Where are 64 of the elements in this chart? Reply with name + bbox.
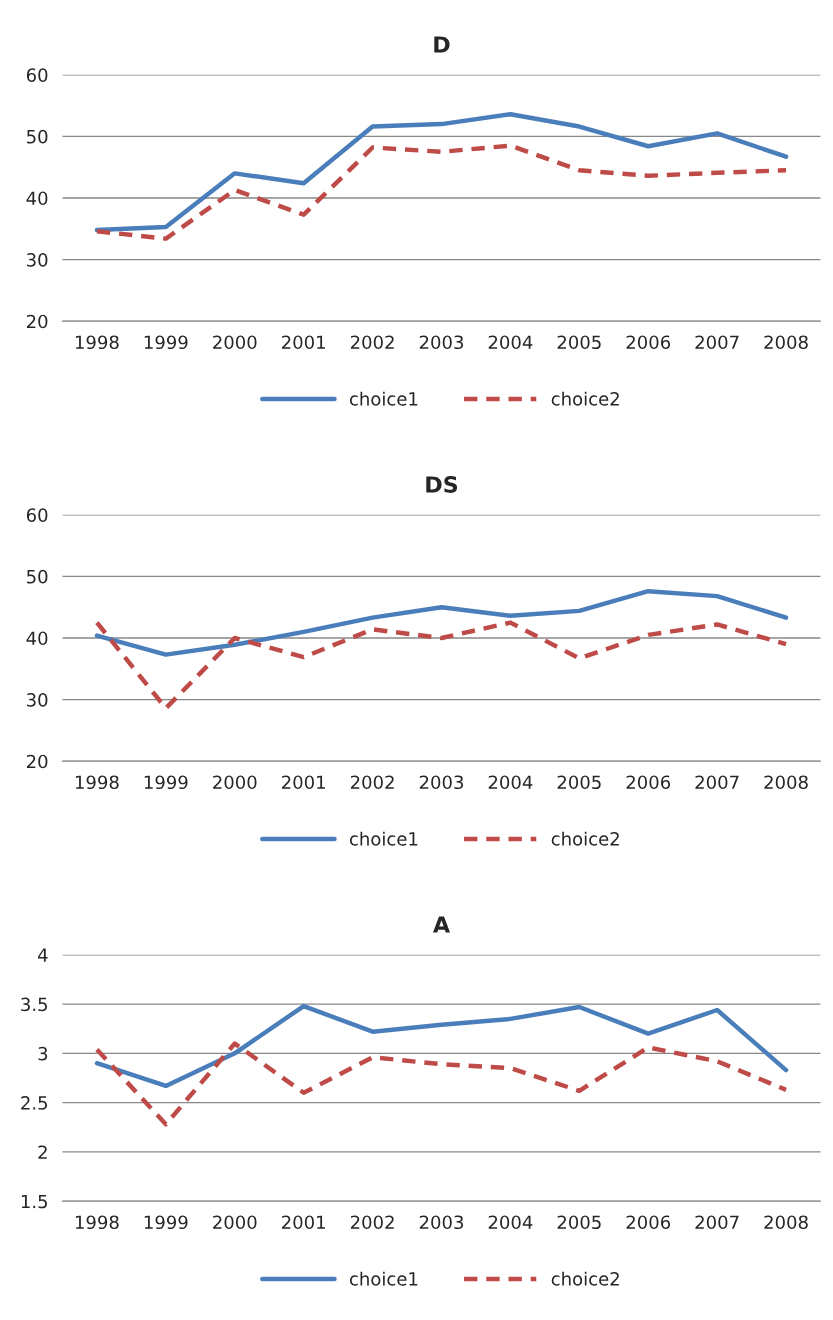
x-tick-label: 2007	[695, 1215, 739, 1230]
y-tick-label: 2.5	[21, 1096, 48, 1110]
y-tick-label: 3.5	[21, 997, 48, 1012]
x-tick-label: 2006	[626, 335, 671, 350]
x-tick-label: 2001	[282, 1215, 325, 1230]
x-tick-label: 2003	[419, 775, 464, 790]
line-series	[94, 112, 789, 233]
x-tick-label: 2008	[764, 775, 808, 790]
y-tick-label: 40	[26, 631, 48, 646]
y-tick-label: 50	[27, 129, 48, 144]
x-tick-label: 2004	[488, 775, 533, 790]
x-tick-label: 1998	[75, 775, 119, 790]
x-tick-label: 1999	[144, 335, 188, 350]
x-tick-label: 2008	[764, 1215, 808, 1230]
x-tick-label: 2000	[213, 775, 257, 790]
chart-title: A	[433, 916, 450, 933]
y-tick-label: 20	[26, 314, 48, 329]
legend-label: choice2	[551, 831, 619, 846]
y-tick-label: 60	[26, 508, 48, 522]
x-tick-label: 2003	[419, 1215, 464, 1230]
y-tick-label: 1.5	[21, 1194, 48, 1209]
y-tick-label: 50	[27, 569, 48, 584]
line-series	[94, 588, 789, 657]
x-tick-label: 2002	[350, 1215, 394, 1230]
x-tick-label: 2000	[213, 1215, 257, 1230]
x-tick-label: 2001	[282, 335, 325, 350]
chart-title: D	[434, 36, 450, 53]
x-tick-label: 2004	[488, 1215, 533, 1230]
x-tick-label: 1999	[144, 1215, 188, 1230]
y-tick-label: 30	[26, 693, 48, 707]
legend-label: choice1	[349, 391, 418, 406]
x-tick-label: 2005	[557, 1215, 601, 1230]
line-series	[94, 143, 789, 241]
x-tick-label: 2002	[350, 335, 394, 350]
x-tick-label: 2005	[557, 775, 601, 790]
x-tick-label: 2005	[557, 335, 601, 350]
y-tick-label: 30	[26, 253, 48, 267]
x-tick-label: 2007	[695, 335, 739, 350]
x-tick-label: 2008	[764, 335, 808, 350]
x-tick-label: 1998	[75, 335, 119, 350]
x-tick-label: 2002	[350, 775, 394, 790]
x-tick-label: 2004	[488, 335, 533, 350]
y-tick-label: 20	[26, 754, 48, 769]
x-tick-label: 2003	[419, 335, 464, 350]
legend-label: choice1	[349, 831, 418, 846]
chart-title: DS	[426, 476, 458, 493]
legend-label: choice2	[551, 1271, 619, 1286]
legend-label: choice2	[551, 391, 619, 406]
x-tick-label: 2000	[213, 335, 257, 350]
legend-label: choice1	[349, 1271, 418, 1286]
x-tick-label: 2007	[695, 775, 739, 790]
y-tick-label: 3	[38, 1046, 48, 1061]
x-tick-label: 2006	[626, 775, 671, 790]
line-series	[94, 620, 789, 711]
x-tick-label: 1998	[75, 1215, 119, 1230]
x-tick-label: 2006	[626, 1215, 671, 1230]
y-tick-label: 2	[38, 1145, 47, 1159]
y-tick-label: 4	[37, 948, 48, 962]
y-tick-label: 40	[26, 191, 48, 206]
x-tick-label: 2001	[282, 775, 325, 790]
line-series	[94, 1041, 789, 1127]
y-tick-label: 60	[26, 68, 48, 82]
line-series	[94, 1003, 789, 1089]
x-tick-label: 1999	[144, 775, 188, 790]
